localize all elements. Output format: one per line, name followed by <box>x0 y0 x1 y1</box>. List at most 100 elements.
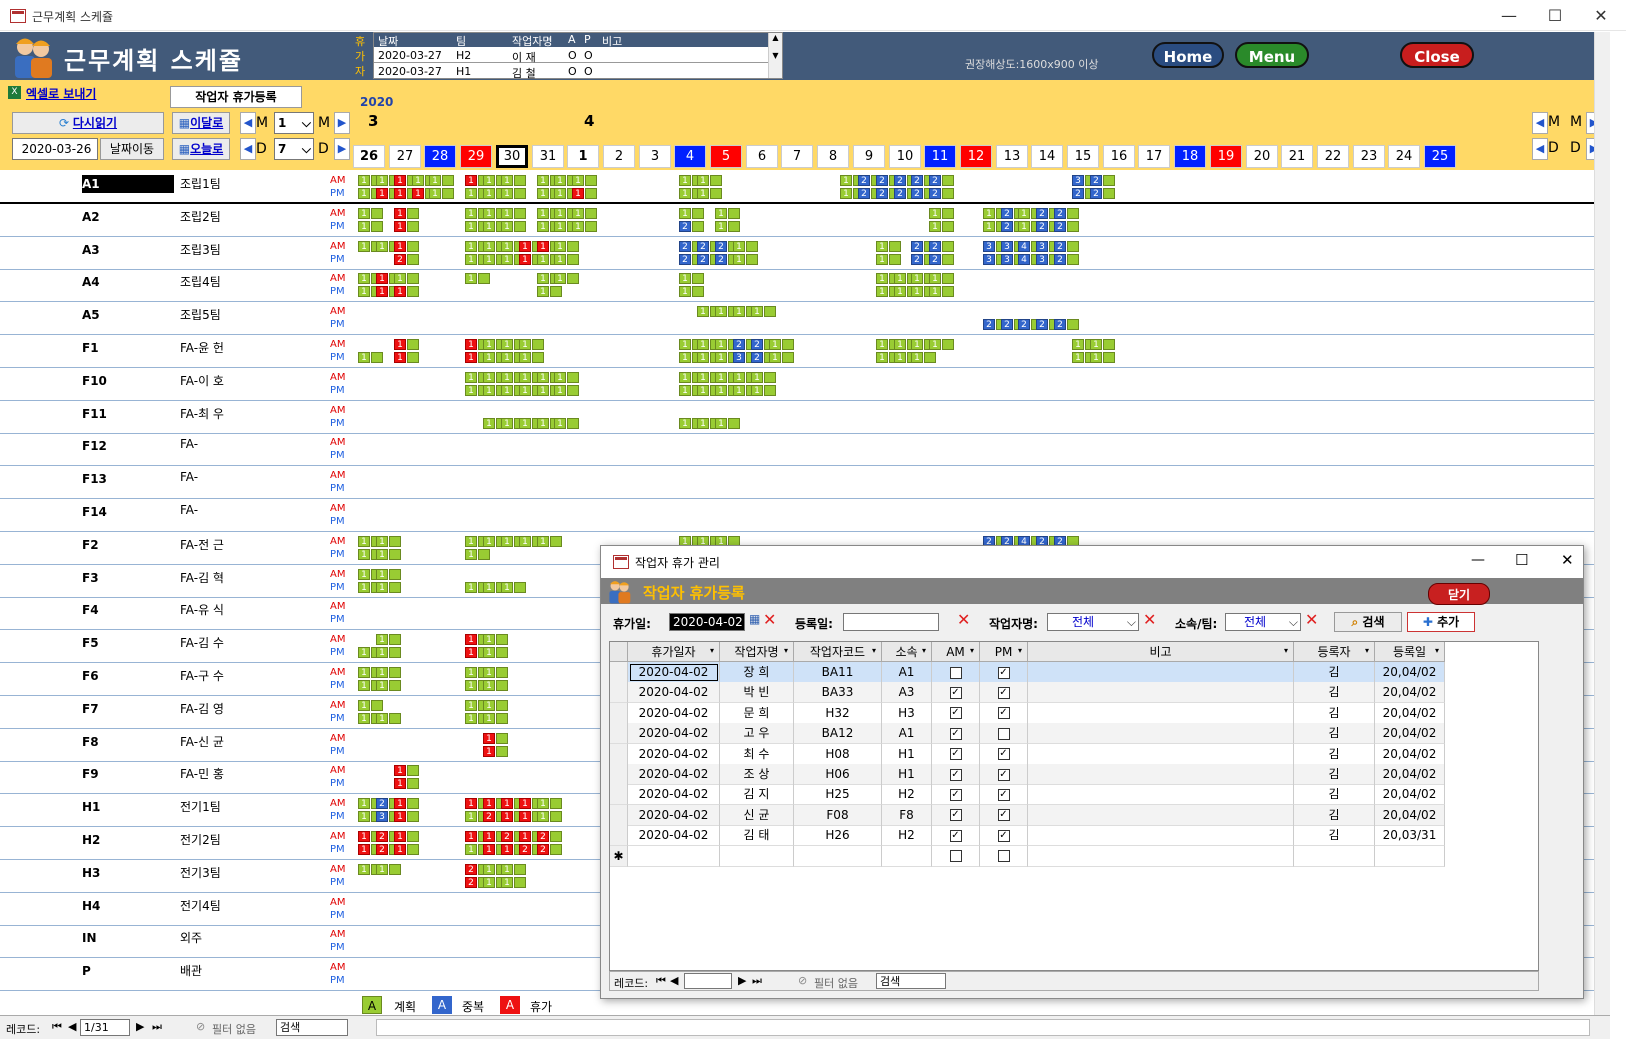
schedule-mark[interactable]: 1 <box>983 221 995 232</box>
filter-status[interactable]: 필터 없음 <box>212 1023 256 1036</box>
table-cell[interactable]: 20,03/31 <box>1375 825 1445 847</box>
schedule-mark[interactable]: 2 <box>679 241 691 252</box>
row-selector[interactable] <box>610 804 628 826</box>
schedule-mark[interactable]: 1 <box>358 798 370 809</box>
schedule-mark[interactable]: 1 <box>751 385 763 396</box>
table-cell[interactable] <box>932 662 980 683</box>
vacationer-row[interactable]: 2020-03-27 H1 김 철 O O <box>374 64 768 80</box>
table-cell[interactable] <box>1375 845 1445 867</box>
first-record-icon[interactable]: ⏮ <box>656 974 666 987</box>
schedule-mark[interactable]: 2 <box>697 241 709 252</box>
table-cell[interactable]: ✓ <box>980 804 1028 826</box>
schedule-mark[interactable]: 2 <box>394 254 406 265</box>
row-code[interactable]: F12 <box>82 439 107 453</box>
schedule-mark[interactable]: 1 <box>483 188 495 199</box>
schedule-mark[interactable]: 1 <box>483 864 495 875</box>
table-cell[interactable]: 박 빈 <box>720 682 794 704</box>
schedule-mark[interactable]: 2 <box>911 254 923 265</box>
schedule-mark[interactable]: 1 <box>876 273 888 284</box>
schedule-mark[interactable]: 1 <box>679 273 691 284</box>
schedule-mark[interactable]: 1 <box>376 569 388 580</box>
schedule-mark[interactable]: 1 <box>412 175 424 186</box>
schedule-mark[interactable]: 1 <box>358 286 370 297</box>
schedule-mark[interactable]: 1 <box>376 175 388 186</box>
first-record-icon[interactable]: ⏮ <box>52 1020 62 1033</box>
schedule-mark[interactable]: 1 <box>679 418 691 429</box>
schedule-row[interactable]: A1 조립1팀 AM 1 1 1 1 1 1 1 1 1 1 1 1 1 1 2 2 2 2 2 3 2 PM 1 1 1 1 1 1 1 1 1… <box>0 171 1610 204</box>
table-cell[interactable]: ✓ <box>932 682 980 704</box>
schedule-mark[interactable]: 1 <box>465 188 477 199</box>
table-cell[interactable]: BA33 <box>794 682 882 704</box>
sort-dropdown-icon[interactable]: ▾ <box>710 646 715 655</box>
column-header[interactable]: 비고 <box>1028 642 1294 662</box>
schedule-mark[interactable]: 1 <box>465 175 477 186</box>
schedule-mark[interactable]: 4 <box>1018 241 1030 252</box>
right-day-prev-arrow[interactable]: ◀ <box>1532 138 1548 160</box>
schedule-mark[interactable]: 1 <box>465 798 477 809</box>
schedule-mark[interactable]: 1 <box>697 385 709 396</box>
schedule-mark[interactable]: 1 <box>697 306 709 317</box>
schedule-row[interactable]: F11 FA-최 우 AM PM 1 1 1 1 1 1 1 1 <box>0 401 1610 434</box>
row-code[interactable]: A1 <box>82 175 174 193</box>
schedule-mark[interactable]: 1 <box>537 798 549 809</box>
schedule-mark[interactable]: 2 <box>1054 254 1066 265</box>
schedule-mark[interactable]: 1 <box>519 352 531 363</box>
day-cell[interactable]: 16 <box>1103 145 1135 168</box>
schedule-mark[interactable]: 1 <box>911 352 923 363</box>
schedule-mark[interactable]: 1 <box>483 746 495 757</box>
day-cell[interactable]: 24 <box>1388 145 1420 168</box>
schedule-mark[interactable]: 1 <box>465 352 477 363</box>
checkbox[interactable]: ✓ <box>997 686 1010 699</box>
table-cell[interactable]: 2020-04-02 <box>628 764 720 785</box>
go-date-button[interactable]: 날짜이동 <box>100 138 164 160</box>
schedule-mark[interactable]: 1 <box>554 221 566 232</box>
schedule-mark[interactable]: 1 <box>572 175 584 186</box>
table-cell[interactable]: H2 <box>882 825 932 847</box>
table-cell[interactable]: H08 <box>794 743 882 765</box>
table-cell[interactable]: A3 <box>882 682 932 704</box>
schedule-mark[interactable]: 1 <box>715 306 727 317</box>
schedule-mark[interactable]: 2 <box>911 241 923 252</box>
schedule-mark[interactable]: 1 <box>394 765 406 776</box>
checkbox[interactable]: ✓ <box>949 748 962 761</box>
table-cell[interactable]: ✓ <box>932 804 980 826</box>
schedule-mark[interactable]: 1 <box>554 254 566 265</box>
table-cell[interactable]: ✓ <box>980 825 1028 847</box>
schedule-mark[interactable]: 1 <box>483 254 495 265</box>
day-cell[interactable]: 28 <box>424 145 456 168</box>
schedule-mark[interactable]: 1 <box>376 286 388 297</box>
schedule-mark[interactable]: 1 <box>519 339 531 350</box>
schedule-mark[interactable]: 1 <box>483 221 495 232</box>
schedule-mark[interactable]: 1 <box>1072 352 1084 363</box>
schedule-mark[interactable]: 1 <box>465 844 477 855</box>
export-excel-link[interactable]: 엑셀로 보내기 <box>26 87 97 101</box>
schedule-mark[interactable]: 1 <box>376 188 388 199</box>
row-selector[interactable] <box>610 825 628 847</box>
schedule-mark[interactable]: 1 <box>554 372 566 383</box>
table-cell[interactable] <box>1028 662 1294 683</box>
minimize-button[interactable]: — <box>1501 6 1517 25</box>
schedule-mark[interactable]: 1 <box>358 667 370 678</box>
schedule-mark[interactable]: 2 <box>876 175 888 186</box>
table-cell[interactable]: 2020-04-02 <box>628 682 720 704</box>
table-cell[interactable]: ✓ <box>932 743 980 765</box>
schedule-mark[interactable]: 1 <box>394 221 406 232</box>
table-cell[interactable]: 김 <box>1294 804 1375 826</box>
schedule-mark[interactable]: 1 <box>483 339 495 350</box>
schedule-mark[interactable]: 1 <box>376 634 388 645</box>
row-code[interactable]: F1 <box>82 341 99 355</box>
checkbox[interactable] <box>997 850 1010 863</box>
table-cell[interactable] <box>1028 764 1294 785</box>
table-cell[interactable]: 김 <box>1294 702 1375 724</box>
day-next-arrow[interactable]: ▶ <box>334 138 350 160</box>
schedule-mark[interactable]: 1 <box>501 339 513 350</box>
schedule-mark[interactable]: 3 <box>1072 175 1084 186</box>
date-input[interactable]: 2020-03-26 <box>12 138 98 160</box>
schedule-mark[interactable]: 1 <box>465 221 477 232</box>
month-step-select[interactable]: 1 ⌵ <box>274 112 314 134</box>
day-prev-arrow[interactable]: ◀ <box>240 138 256 160</box>
table-cell[interactable]: H1 <box>882 743 932 765</box>
table-cell[interactable]: ✓ <box>932 784 980 806</box>
schedule-mark[interactable]: 1 <box>679 208 691 219</box>
schedule-mark[interactable]: 3 <box>376 811 388 822</box>
